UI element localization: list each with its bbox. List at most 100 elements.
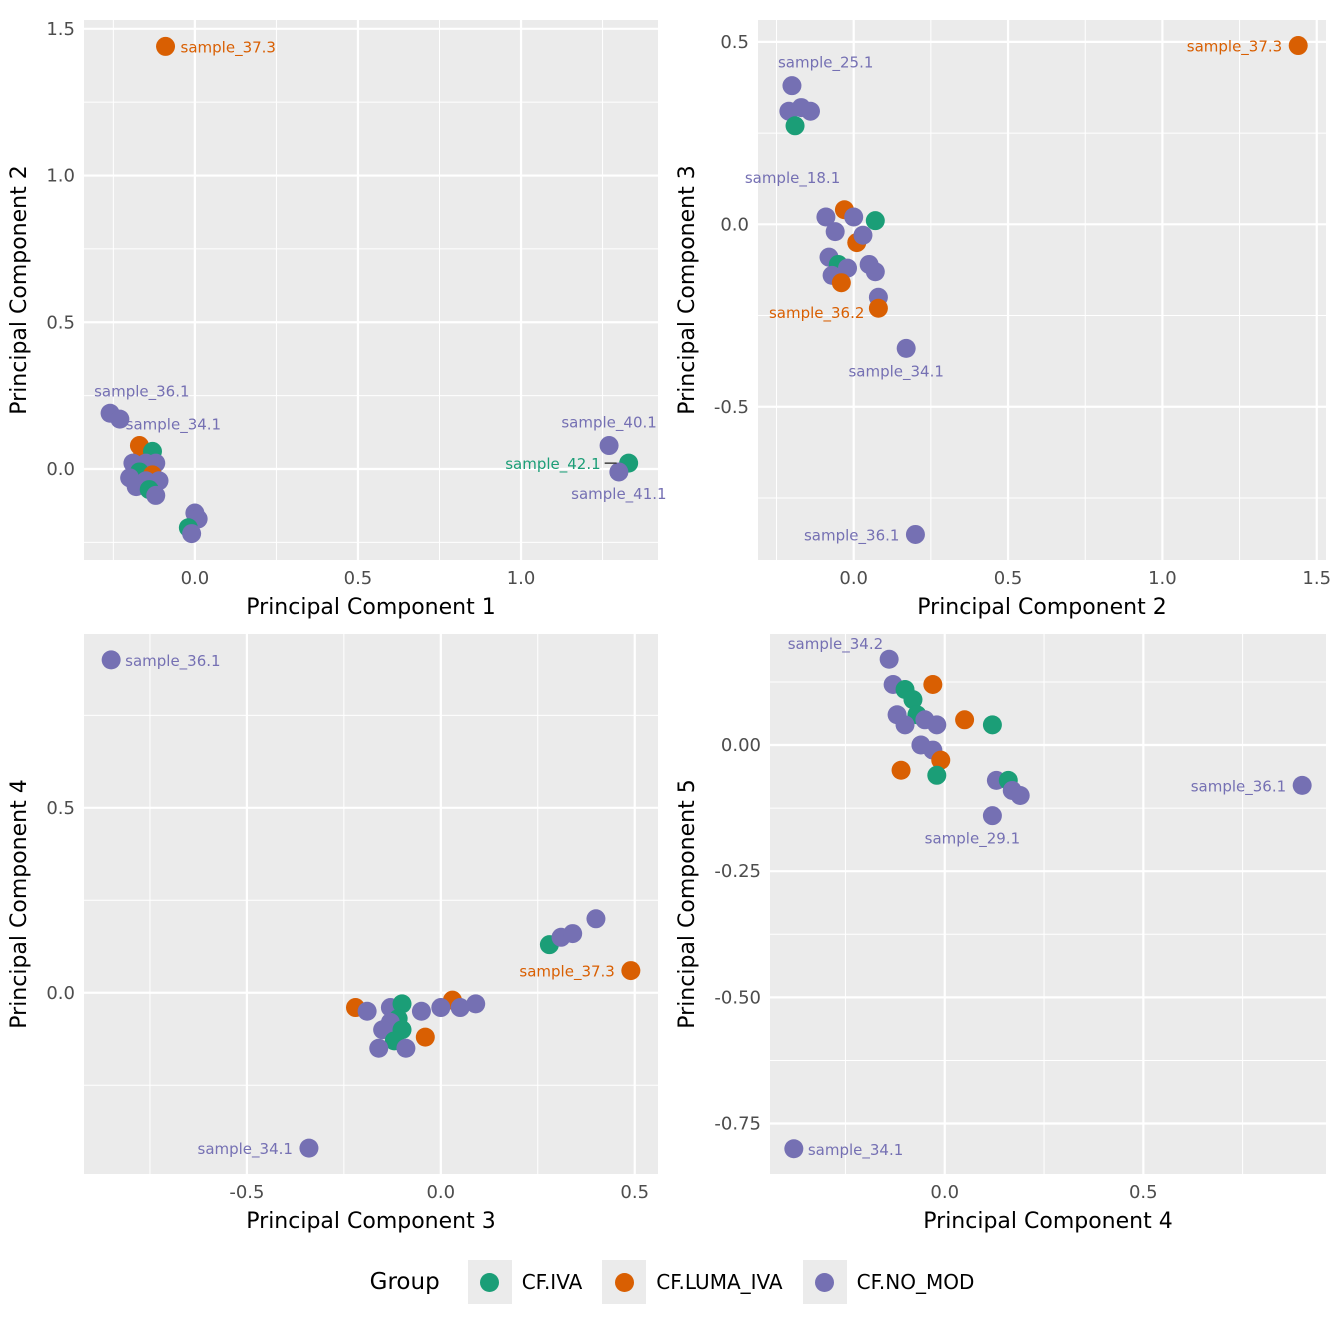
y-tick-label: 0.0 [46,983,75,1004]
point-label: sample_18.1 [745,169,840,188]
panel-pc1-vs-pc2: 0.0 0.5 1.0 0.0 0.5 1.0 1.5 sample_37.3 sample_3… [7,19,667,620]
panel-pc4-vs-pc5: 0.0 0.5 0.00 -0.25 -0.50 -0.75 sample_34.2samp… [675,634,1326,1234]
point-label: sample_37.3 [1187,38,1282,57]
x-tick-label: 0.5 [1129,1182,1158,1203]
x-tick-label: 0.0 [839,568,868,589]
data-point [903,690,923,710]
x-tick-label: 0.5 [620,1182,649,1203]
data-point [785,116,805,136]
y-tick-label: -0.25 [714,861,761,882]
y-tick-label: 0.0 [720,214,749,235]
data-point [1288,36,1308,56]
y-axis-title: Principal Component 5 [675,779,700,1028]
point-label: sample_37.3 [181,38,276,57]
y-tick-label: 0.5 [720,32,749,53]
data-point [879,649,899,669]
point-label: sample_41.1 [571,485,666,504]
y-tick-label: 0.0 [46,459,75,480]
y-axis-title: Principal Component 3 [675,165,700,414]
data-point [357,1001,377,1021]
legend-dot-icon [614,1272,634,1292]
data-point [450,998,470,1018]
y-tick-label: 0.5 [46,798,75,819]
data-point [782,76,802,96]
x-tick-label: 1.0 [507,568,536,589]
y-axis-title: Principal Component 2 [7,165,32,414]
panel-background [84,634,658,1174]
legend-item-label: CF.NO_MOD [856,1270,975,1294]
data-point [1010,785,1030,805]
point-label: sample_36.1 [125,652,220,671]
data-point [182,524,202,544]
data-point [816,207,836,227]
data-point [905,524,925,544]
pca-figure: 0.0 0.5 1.0 0.0 0.5 1.0 1.5 sample_37.3 sample_3… [4,19,1340,1314]
data-point [955,710,975,730]
data-point [156,36,176,56]
data-point [609,462,629,482]
data-point [868,298,888,318]
point-label: sample_36.1 [804,526,899,545]
legend-dot-icon [815,1272,835,1292]
data-point [838,258,858,278]
y-tick-label: 0.00 [721,735,761,756]
y-tick-label: -0.50 [714,987,761,1008]
point-label: sample_40.1 [561,414,656,433]
x-tick-label: 0.5 [994,568,1023,589]
data-point [146,485,166,505]
data-point [895,715,915,735]
point-label: sample_42.1 [505,455,600,474]
data-point [896,338,916,358]
legend-key-swatch [467,1260,512,1304]
data-point [369,1038,389,1058]
y-axis-title: Principal Component 4 [7,779,32,1028]
x-axis-title: Principal Component 4 [923,1209,1172,1234]
point-label: sample_34.1 [808,1141,903,1160]
legend-item-label: CF.LUMA_IVA [656,1270,783,1294]
point-label: sample_25.1 [778,54,873,73]
point-label: sample_34.1 [198,1140,293,1159]
point-label: sample_36.1 [1191,777,1286,796]
point-label: sample_29.1 [925,830,1020,849]
point-label: sample_36.2 [769,304,864,323]
x-tick-label: 0.0 [930,1182,959,1203]
data-point [865,262,885,282]
data-point [392,994,412,1014]
data-point [800,101,820,121]
x-tick-label: 1.0 [1148,568,1177,589]
data-point [563,924,583,944]
data-point [982,715,1002,735]
x-axis-title: Principal Component 1 [246,595,495,620]
data-point [927,765,947,785]
data-point [982,806,1002,826]
data-point [923,674,943,694]
data-point [431,998,451,1018]
x-tick-label: -0.5 [229,1182,264,1203]
data-point [299,1138,319,1158]
x-tick-label: 0.5 [344,568,373,589]
legend: Group CF.IVA CF.LUMA_IVA CF.NO_MOD [4,1250,1340,1314]
panel-background [84,20,658,560]
legend-item-cf-no-mod: CF.NO_MOD [802,1260,975,1304]
y-tick-label: 0.5 [46,312,75,333]
legend-item-cf-luma-iva: CF.LUMA_IVA [602,1260,783,1304]
point-label: sample_36.1 [94,382,189,401]
legend-title: Group [369,1269,440,1295]
point-label: sample_34.2 [788,635,883,654]
data-point [927,715,947,735]
panel-pc2-vs-pc3: 0.0 0.5 1.0 1.5 -0.5 0.0 0.5 sample_25.1 sample_… [675,20,1331,620]
data-point [784,1139,804,1159]
data-point [825,222,845,242]
data-point [853,225,873,245]
data-point [599,436,619,456]
data-point [466,994,486,1014]
data-point [415,1027,435,1047]
legend-dot-icon [480,1272,500,1292]
x-tick-label: 0.0 [426,1182,455,1203]
point-label: sample_34.1 [126,416,221,435]
legend-key-swatch [802,1260,847,1304]
data-point [891,760,911,780]
y-tick-label: 1.5 [46,19,75,40]
data-point [110,409,130,429]
data-point [865,211,885,231]
